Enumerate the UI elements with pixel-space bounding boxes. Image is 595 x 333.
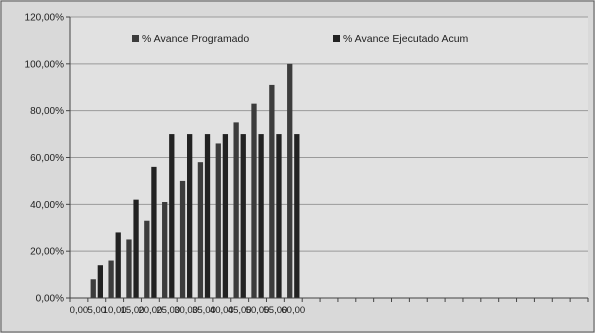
bar-programado bbox=[179, 180, 186, 298]
x-tick-label: 20,00 bbox=[138, 305, 162, 316]
bar-ejecutado bbox=[151, 166, 157, 298]
y-tick-label: 0,00% bbox=[36, 294, 64, 305]
bar-ejecutado bbox=[115, 232, 121, 298]
bar-programado bbox=[287, 63, 293, 299]
bar-programado bbox=[90, 279, 96, 298]
x-tick-label: 50,00 bbox=[246, 305, 270, 316]
x-tick-label: 45,00 bbox=[228, 305, 252, 316]
x-axis-ticks: 0,00 5,0010,0015,0020,0025,0030,0035,0040… bbox=[69, 298, 589, 316]
bar-ejecutado bbox=[133, 199, 139, 298]
y-tick-label: 20,00% bbox=[30, 247, 64, 258]
x-tick-label: 60,00 bbox=[281, 305, 305, 316]
bar-programado bbox=[126, 239, 132, 298]
legend-swatch bbox=[132, 35, 139, 42]
bar-ejecutado bbox=[204, 134, 211, 298]
x-tick-label: 25,00 bbox=[156, 305, 180, 316]
bar-programado bbox=[162, 201, 168, 298]
bar-ejecutado bbox=[169, 134, 175, 298]
legend-label: % Avance Ejecutado Acum bbox=[343, 33, 469, 45]
legend-swatch bbox=[333, 35, 340, 42]
bar-ejecutado bbox=[258, 134, 264, 298]
x-tick-label: 35,00 bbox=[192, 305, 216, 316]
y-axis-ticks: 0,00% 20,00% 40,00% 60,00% 80,00% 100,00% 120,… bbox=[25, 13, 65, 305]
y-tick-label: 60,00% bbox=[30, 153, 64, 164]
bar-programado bbox=[269, 84, 275, 299]
y-tick-label: 100,00% bbox=[25, 59, 65, 70]
y-tick-label: 120,00% bbox=[25, 13, 65, 24]
bar-ejecutado bbox=[222, 134, 229, 298]
bar-programado bbox=[233, 122, 239, 298]
bar-programado bbox=[215, 143, 221, 298]
y-tick-label: 80,00% bbox=[30, 106, 64, 117]
bar-programado bbox=[251, 103, 257, 299]
x-tick-label: 40,00 bbox=[210, 305, 234, 316]
x-tick-label: 0,00 bbox=[70, 305, 89, 316]
x-tick-label: 15,00 bbox=[121, 305, 145, 316]
bar-ejecutado bbox=[294, 134, 300, 298]
x-tick-label: 10,00 bbox=[103, 305, 127, 316]
y-tick-label: 40,00% bbox=[30, 200, 64, 211]
bars bbox=[90, 63, 300, 299]
bar-programado bbox=[144, 220, 150, 298]
bar-programado bbox=[108, 260, 114, 298]
x-tick-label: 5,00 bbox=[88, 305, 107, 316]
legend-label: % Avance Programado bbox=[142, 33, 249, 45]
bar-ejecutado bbox=[240, 134, 246, 298]
bar-ejecutado bbox=[276, 134, 282, 298]
bar-ejecutado bbox=[187, 134, 193, 298]
bar-ejecutado bbox=[97, 265, 103, 298]
x-tick-label: 55,00 bbox=[264, 305, 288, 316]
x-tick-label: 30,00 bbox=[174, 305, 198, 316]
legend: % Avance Programado % Avance Ejecutado Ac… bbox=[132, 33, 469, 45]
bar-programado bbox=[197, 162, 204, 298]
